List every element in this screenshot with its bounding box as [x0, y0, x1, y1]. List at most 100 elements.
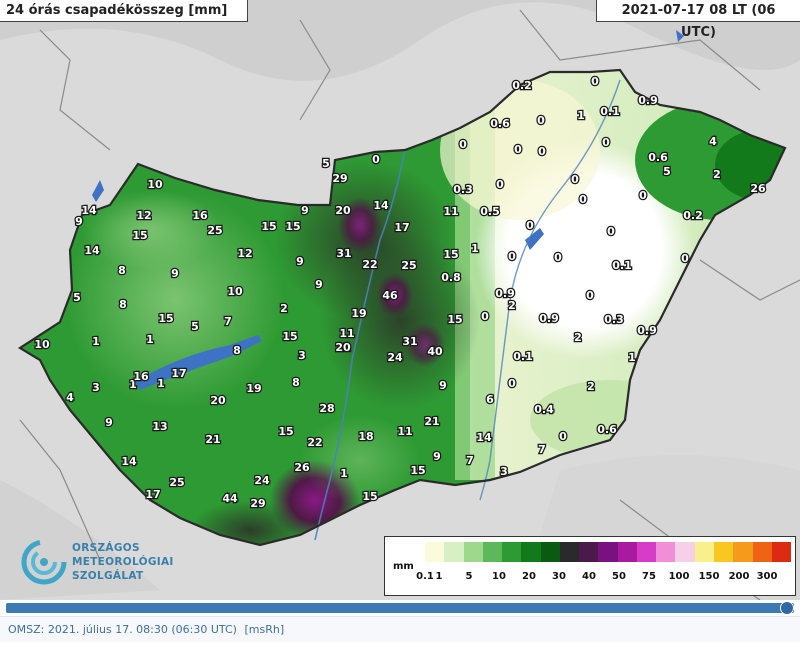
legend-swatch	[444, 542, 464, 562]
logo-line-2: METEOROLÓGIAI	[72, 556, 174, 568]
color-legend: mm 0.1 1 5 10 20 30 40 50 75 100 150 200 300	[384, 536, 796, 596]
station-value: 15	[443, 248, 458, 261]
station-value: 16	[133, 370, 149, 383]
station-value: 0	[586, 289, 594, 302]
station-value: 0.6	[490, 117, 510, 130]
legend-swatch	[425, 542, 445, 562]
station-value: 0.9	[495, 287, 515, 300]
station-value: 0	[496, 178, 504, 191]
legend-swatch	[771, 542, 792, 562]
legend-tick-label: 50	[612, 571, 626, 582]
station-value: 5	[73, 291, 81, 304]
timeline-slider-handle[interactable]	[780, 601, 794, 615]
station-value: 11	[443, 205, 458, 218]
station-value: 0.8	[441, 271, 461, 284]
station-value: 0.9	[638, 94, 658, 107]
station-value: 13	[152, 420, 167, 433]
station-value: 0	[526, 219, 534, 232]
station-value: 10	[147, 178, 163, 191]
station-value: 9	[433, 450, 441, 463]
station-value: 22	[362, 258, 377, 271]
station-value: 4	[66, 391, 74, 404]
station-value: 14	[476, 431, 492, 444]
station-value: 0	[579, 193, 587, 206]
legend-tick-label: 150	[698, 571, 720, 582]
station-value: 19	[351, 307, 366, 320]
station-value: 10	[34, 338, 50, 351]
station-value: 0.1	[600, 105, 620, 118]
station-value: 21	[424, 415, 439, 428]
station-value: 31	[336, 247, 351, 260]
station-value: 9	[171, 267, 179, 280]
footer-text: OMSZ: 2021. július 17. 08:30 (06:30 UTC)	[8, 623, 237, 636]
logo-line-3: SZOLGÁLAT	[72, 570, 144, 582]
station-value: 3	[298, 349, 306, 362]
station-value: 15	[132, 229, 147, 242]
station-value: 0	[607, 225, 615, 238]
station-value: 21	[205, 433, 220, 446]
station-value: 11	[397, 425, 412, 438]
omsz-spiral-logo-icon	[21, 539, 67, 585]
station-value: 18	[358, 430, 373, 443]
station-value: 15	[261, 220, 276, 233]
legend-swatch	[675, 542, 695, 562]
station-value: 0	[508, 250, 516, 263]
station-value: 11	[339, 327, 354, 340]
station-value: 15	[285, 220, 300, 233]
station-value: 29	[332, 172, 347, 185]
legend-tick-label: 200	[728, 571, 750, 582]
station-value: 14	[84, 244, 100, 257]
station-value: 1	[157, 377, 165, 390]
station-value: 0	[681, 252, 689, 265]
footer-bar: OMSZ: 2021. július 17. 08:30 (06:30 UTC)…	[0, 616, 800, 642]
station-value: 0.6	[597, 423, 617, 436]
station-value: 29	[250, 497, 265, 510]
station-value: 8	[119, 298, 127, 311]
station-value: 0.9	[637, 324, 657, 337]
station-value: 6	[486, 393, 494, 406]
station-value: 0	[481, 310, 489, 323]
station-value: 20	[335, 341, 351, 354]
station-value: 0.3	[604, 313, 624, 326]
legend-tick-label: 30	[552, 571, 566, 582]
station-value: 0	[602, 136, 610, 149]
station-value: 7	[224, 315, 232, 328]
station-value: 0	[372, 153, 380, 166]
station-value: 22	[307, 436, 322, 449]
station-value: 11	[335, 341, 350, 354]
legend-swatch	[540, 542, 560, 562]
station-value: 7	[538, 443, 546, 456]
station-value: 7	[466, 454, 474, 467]
station-value: 9	[296, 255, 304, 268]
station-value: 1	[628, 351, 636, 364]
station-value: 0.2	[512, 79, 532, 92]
legend-swatch	[559, 542, 580, 562]
station-value: 16	[192, 209, 208, 222]
station-value: 17	[171, 367, 186, 380]
station-value: 17	[145, 488, 160, 501]
station-value: 24	[254, 474, 270, 487]
legend-swatch	[713, 542, 734, 562]
legend-tick-label: 20	[522, 571, 536, 582]
logo-line-1: ORSZÁGOS	[72, 542, 140, 554]
footer-link[interactable]: [msRh]	[244, 623, 285, 636]
station-value: 1	[129, 378, 137, 391]
station-value: 24	[387, 351, 403, 364]
station-value: 44	[222, 492, 238, 505]
legend-ticks: 0.1 1 5 10 20 30 40 50 75 100 150 200 300	[416, 571, 791, 589]
station-value: 8	[233, 344, 241, 357]
station-value: 15	[282, 330, 297, 343]
station-value: 14	[81, 204, 97, 217]
station-value: 9	[315, 278, 323, 291]
timeline-slider[interactable]	[6, 601, 794, 615]
station-value: 1	[146, 333, 154, 346]
legend-swatch	[463, 542, 483, 562]
station-value: 12	[237, 247, 252, 260]
station-value: 2	[587, 380, 595, 393]
station-value: 20	[335, 204, 351, 217]
station-value: 0	[554, 251, 562, 264]
legend-swatch	[598, 542, 618, 562]
legend-color-bar	[425, 542, 792, 562]
station-value: 9	[439, 379, 447, 392]
